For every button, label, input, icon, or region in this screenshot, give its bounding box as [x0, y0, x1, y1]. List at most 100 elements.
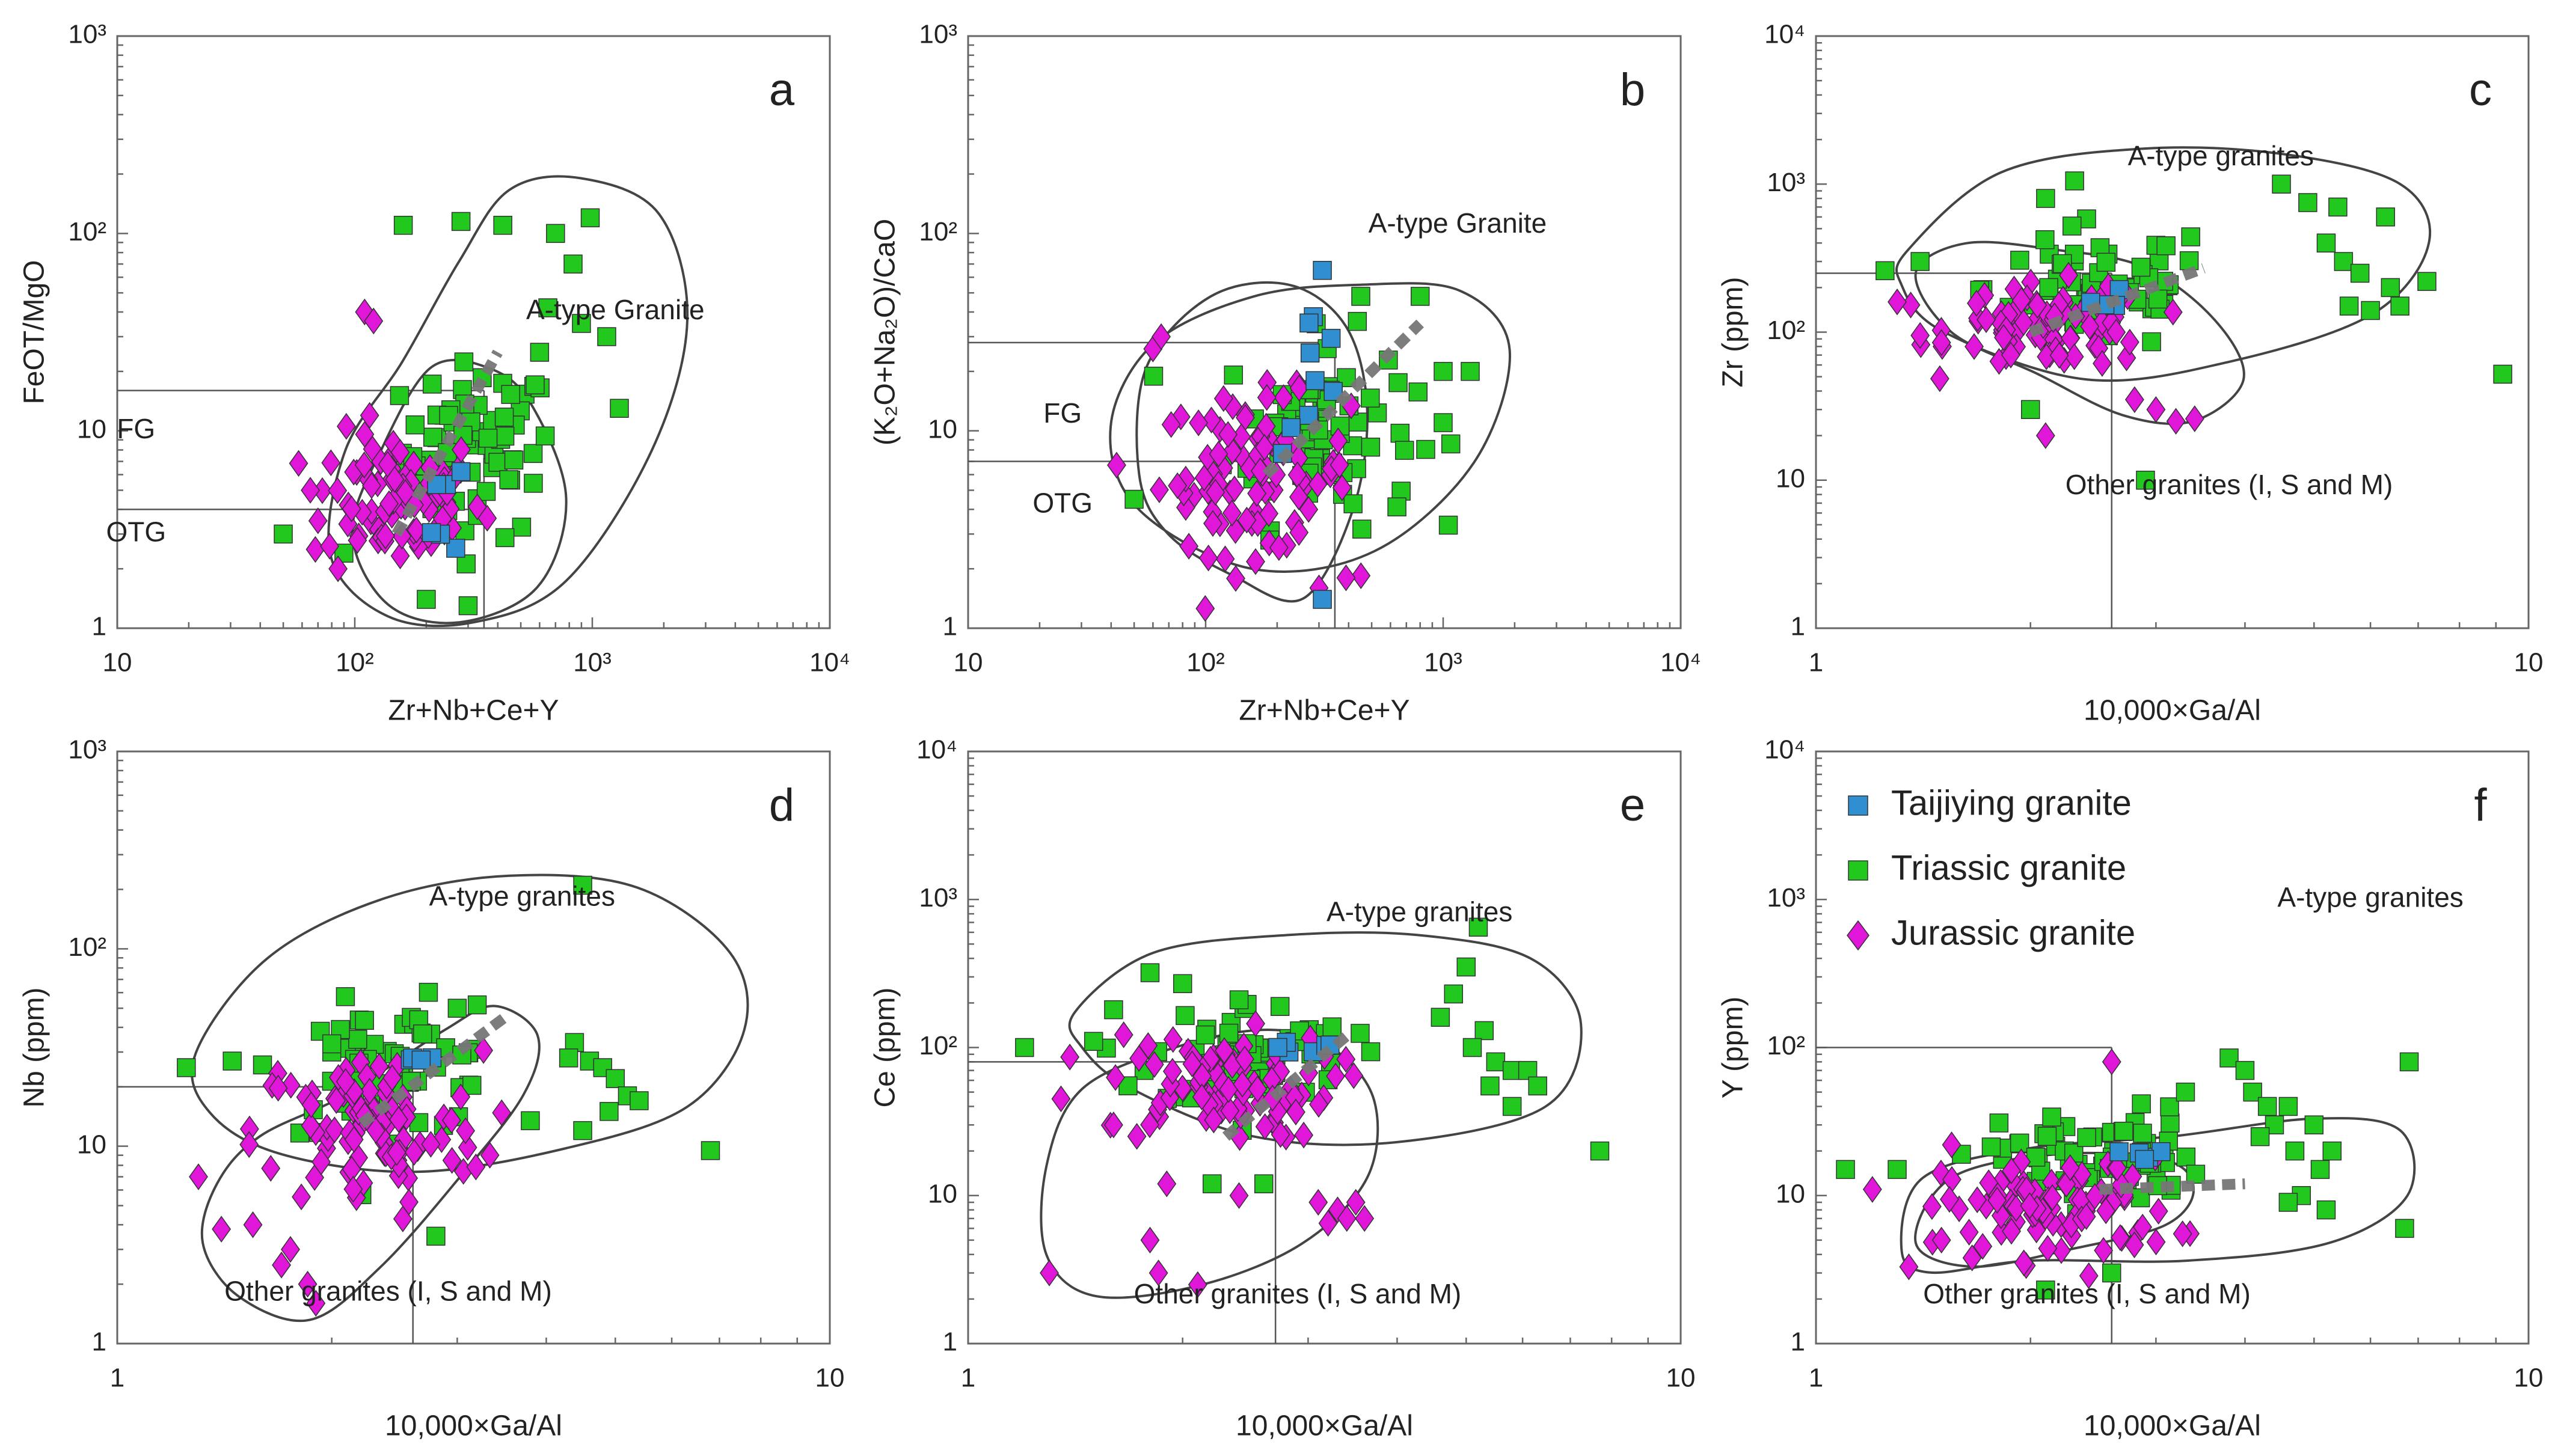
triassic-point: [2316, 1200, 2336, 1220]
triassic-point: [2161, 1113, 2180, 1133]
jurassic-point: [1171, 403, 1191, 430]
jurassic-point: [2094, 1237, 2114, 1264]
y-axis-label: (K₂O+Na₂O)/CaO: [870, 219, 901, 445]
jurassic-point: [1179, 533, 1199, 560]
legend-marker-triassic: [1848, 860, 1868, 881]
triassic-point: [1351, 1024, 1370, 1043]
panel-f: 1 10 1 10 10² 10³ 10⁴ 10,000×Ga/Al Y (ppm) f A-typ…: [1717, 735, 2544, 1442]
triassic-point: [1462, 1038, 1482, 1057]
triassic-point: [458, 596, 478, 616]
jurassic-point: [362, 472, 381, 500]
jurassic-point: [212, 1216, 232, 1243]
triassic-point: [2039, 278, 2058, 298]
axis-ticks: [1815, 757, 2497, 1345]
jurassic-point: [1965, 333, 1984, 360]
jurassic-point: [1991, 1202, 2011, 1229]
jurassic-point: [441, 1107, 461, 1134]
jurassic-point: [2002, 1157, 2021, 1184]
jurassic-point: [2185, 405, 2204, 432]
triassic-point: [1461, 362, 1480, 381]
jurassic-point: [2059, 262, 2079, 289]
taijiying-point: [1268, 1038, 1287, 1057]
jurassic-point: [390, 542, 410, 569]
triassic-point: [417, 590, 436, 609]
triassic-point: [573, 1121, 592, 1140]
triassic-point: [1486, 1052, 1506, 1072]
jurassic-point: [328, 555, 348, 583]
x-tick-label: 10: [1666, 1363, 1696, 1393]
triassic-point: [2339, 296, 2359, 316]
taijiying-point: [1300, 343, 1320, 362]
jurassic-point: [2102, 1048, 2121, 1075]
panel-label: d: [769, 780, 794, 831]
jurassic-point: [1248, 1075, 1268, 1103]
triassic-point: [1394, 441, 1414, 460]
jurassic-point: [2014, 309, 2034, 336]
triassic-point: [495, 426, 515, 446]
jurassic-point: [1967, 290, 1986, 317]
triassic-point: [1456, 957, 1476, 977]
jurassic-point: [1899, 1253, 1919, 1280]
triassic-point: [1361, 438, 1381, 457]
jurassic-point: [492, 1099, 512, 1127]
triassic-point: [2243, 1082, 2262, 1102]
triassic-point: [610, 399, 629, 418]
taijiying-point: [411, 1050, 431, 1070]
jurassic-point: [1888, 288, 1907, 316]
triassic-point: [526, 375, 545, 394]
jurassic-point: [1215, 1037, 1234, 1064]
y-tick-label: 10: [77, 414, 106, 444]
field-label: OTG: [1032, 488, 1093, 519]
jurassic-point: [1330, 451, 1349, 479]
triassic-point: [454, 352, 474, 372]
jurassic-point: [2079, 1262, 2099, 1289]
triassic-point: [1203, 1174, 1222, 1194]
triassic-point: [1084, 1032, 1103, 1051]
jurassic-point: [1106, 1064, 1125, 1091]
triassic-point: [2361, 301, 2380, 320]
jurassic-point: [1289, 375, 1309, 402]
triassic-point: [2322, 1141, 2342, 1161]
y-tick-label: 10: [928, 1179, 957, 1208]
jurassic-point: [1225, 475, 1244, 503]
triassic-point: [1124, 489, 1144, 509]
y-tick-label: 10: [928, 414, 957, 444]
jurassic-point: [1114, 1021, 1133, 1048]
triassic-point: [2278, 1097, 2298, 1116]
triassic-point: [2399, 1052, 2419, 1072]
jurassic-point: [1247, 480, 1267, 507]
jurassic-point: [1040, 1259, 1059, 1286]
jurassic-point: [1103, 1111, 1123, 1139]
triassic-point: [2102, 1263, 2121, 1283]
y-tick-label: 10³: [68, 20, 106, 49]
triassic-point: [501, 385, 520, 404]
triassic-point: [2179, 251, 2199, 271]
jurassic-point: [289, 450, 308, 477]
triassic-point: [2062, 216, 2082, 236]
jurassic-point: [1152, 323, 1171, 350]
triassic-point: [1434, 413, 1453, 432]
triassic-point: [1348, 311, 1367, 331]
triassic-point: [1410, 287, 1430, 306]
triassic-point: [2156, 236, 2176, 255]
jurassic-point: [306, 1289, 326, 1317]
taijiying-point: [427, 475, 446, 494]
jurassic-point: [1188, 1271, 1207, 1298]
triassic-point: [2077, 1128, 2096, 1148]
triassic-point: [1989, 1113, 2009, 1133]
triassic-point: [1343, 494, 1363, 513]
triassic-point: [1361, 388, 1380, 408]
jurassic-point: [1977, 306, 1996, 334]
triassic-point: [488, 453, 508, 472]
triassic-point: [1981, 1137, 2001, 1157]
triassic-point: [336, 987, 355, 1006]
jurassic-point: [1968, 1186, 1987, 1214]
y-tick-label: 1: [92, 1327, 106, 1357]
x-tick-label: 10³: [573, 648, 612, 678]
triassic-point: [523, 444, 543, 463]
jurassic-point: [1150, 476, 1169, 504]
jurassic-point: [360, 1077, 379, 1105]
x-tick-label: 10⁴: [809, 648, 850, 678]
jurassic-point: [1163, 1026, 1183, 1053]
jurassic-point: [2117, 344, 2136, 372]
